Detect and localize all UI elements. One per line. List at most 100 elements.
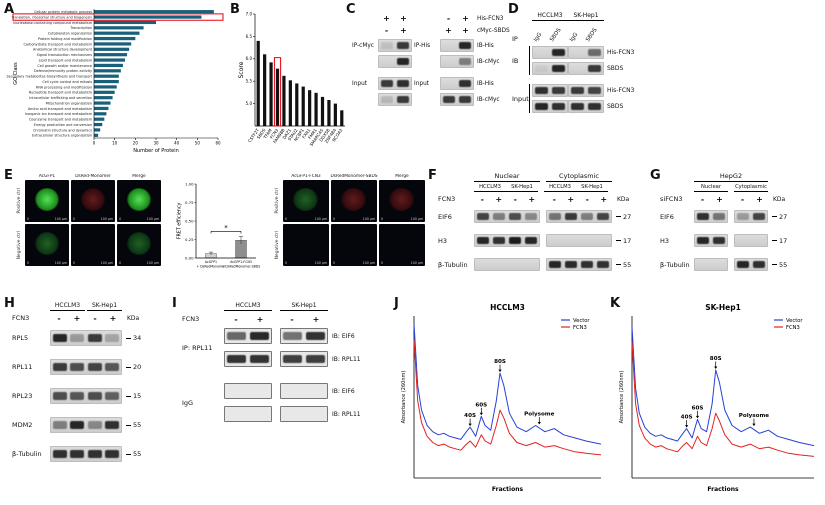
- svg-text:Coenzyme transport and metabol: Coenzyme transport and metabolism: [29, 118, 93, 122]
- input-label: Input: [352, 80, 368, 87]
- ib-label: IB: EIF6: [332, 387, 355, 395]
- svg-text:Secondary metabolites biosynth: Secondary metabolites biosynthesis and t…: [6, 75, 92, 79]
- blot-strip: [734, 210, 768, 223]
- svg-text:5.0: 5.0: [246, 101, 253, 106]
- blot-strip: [532, 62, 568, 75]
- micrograph-merge: 0 100 μm: [379, 224, 425, 266]
- ib-label: IB-His: [477, 42, 494, 49]
- panel-label-k: K: [610, 296, 621, 311]
- svg-text:60S: 60S: [475, 402, 487, 408]
- cell-fluorescence: [341, 187, 367, 211]
- blot-strip: [50, 388, 122, 404]
- blot-strip: [474, 234, 540, 247]
- svg-text:Cytoskeleton organization: Cytoskeleton organization: [48, 32, 92, 36]
- cell-fluorescence: [34, 187, 59, 211]
- panel-label-b: B: [230, 2, 240, 17]
- blot-strip: [224, 328, 272, 344]
- kda-header: KDa: [773, 195, 786, 203]
- kda-marker: 27: [616, 213, 631, 221]
- protein-label: EIF6: [660, 212, 674, 221]
- target-label: SBDS: [607, 103, 624, 110]
- input-label: Input: [414, 80, 430, 87]
- section-bracket: [529, 84, 530, 113]
- kda-marker: 27: [772, 213, 787, 221]
- cell-fluorescence: [80, 187, 105, 211]
- svg-text:Carbohydrate transport and met: Carbohydrate transport and metabolism: [23, 42, 92, 46]
- svg-text:80S: 80S: [494, 359, 506, 365]
- svg-text:Translation, ribosomal structu: Translation, ribosomal structure and bio…: [11, 15, 93, 19]
- panel-c-coip-blots: + + - + His-FCN3 - + + + cMyc-SBDS: [352, 14, 510, 109]
- micrograph-merge: 0 100 μm: [117, 180, 161, 222]
- svg-text:40: 40: [174, 141, 180, 146]
- section-label: IgG: [182, 398, 194, 407]
- svg-text:Mitochondrion organization: Mitochondrion organization: [46, 101, 92, 105]
- blot-strip: [694, 210, 728, 223]
- go-class-bar-chart: Cellular protein metabolic processTransl…: [6, 9, 224, 154]
- blot-strip: [50, 446, 122, 462]
- treatment-label: FCN3: [438, 195, 456, 203]
- svg-text:Lipid transport and metabolism: Lipid transport and metabolism: [39, 58, 93, 62]
- ip-label: IP-His: [414, 42, 431, 49]
- panel-i-coip-rpl11: HCCLM3 SK-Hep1 FCN3 - + - + IP: RPL11 IB…: [182, 302, 387, 422]
- igg-section: IgG IB: EIF6 IB: RPL11: [182, 383, 387, 422]
- treatment-label: FCN3: [182, 315, 200, 323]
- svg-text:0.25: 0.25: [185, 237, 194, 242]
- kda-marker: 55: [616, 261, 631, 269]
- panel-label-c: C: [346, 2, 356, 17]
- blot-strip: [224, 406, 272, 422]
- svg-text:Energy production and conversi: Energy production and conversion: [34, 123, 92, 127]
- cell-line-header: SK-Hep1: [506, 184, 538, 192]
- protein-label: RPL5: [12, 334, 29, 342]
- micrograph-dsred: 0 100 μm: [71, 180, 115, 222]
- protein-label: β-Tubulin: [12, 450, 42, 458]
- panel-label-e: E: [4, 168, 13, 183]
- blot-strip: [568, 62, 604, 75]
- target-label: His-FCN3: [607, 49, 635, 56]
- cell-line-header: HCCLM3: [544, 184, 576, 192]
- construct-label: cMyc-SBDS: [477, 27, 510, 34]
- svg-text:Chromatin structure and dynami: Chromatin structure and dynamics: [33, 128, 92, 132]
- svg-text:FMR1: FMR1: [307, 127, 318, 140]
- fraction-header-cytoplasmic: Cytoplasmic: [734, 184, 768, 192]
- cell-line-header: SK-Hep1: [576, 184, 608, 192]
- row-label: Positive ctrl: [274, 188, 280, 214]
- column-header: Merge: [395, 174, 409, 179]
- svg-text:*: *: [224, 224, 228, 232]
- protein-label: MDM2: [12, 421, 33, 429]
- protein-label: EIF6: [438, 212, 452, 221]
- svg-text:Amino acid transport and metab: Amino acid transport and metabolism: [28, 107, 93, 111]
- panel-label-h: H: [4, 296, 15, 311]
- kda-marker: 17: [772, 237, 787, 245]
- lane-signs: - +: [446, 14, 469, 23]
- blot-strip: [734, 258, 768, 271]
- section-label: Input: [512, 94, 529, 103]
- svg-text:0.50: 0.50: [185, 218, 194, 223]
- micrograph-merge: 0 100 μm: [117, 224, 161, 266]
- panel-f-fractionation-blots: Nuclear Cytoplasmic HCCLM3 SK-Hep1 HCCLM…: [438, 172, 654, 271]
- blot-strip: [50, 417, 122, 433]
- svg-text:50: 50: [195, 141, 201, 146]
- micrograph-dsred-sbds: 0 100 μm: [331, 180, 377, 222]
- column-header: DsRedMonomer-SBDS: [330, 174, 378, 179]
- kda-marker: 55: [772, 261, 787, 269]
- row-label: Negative ctrl: [274, 230, 280, 260]
- target-label: SBDS: [607, 65, 624, 72]
- panel-e-right-micrographs: AcGFP1-FCN3 DsRedMonomer-SBDS Merge Posi…: [272, 174, 426, 267]
- svg-text:Cell cycle control and mitosis: Cell cycle control and mitosis: [42, 80, 92, 84]
- blot-strip: [280, 328, 328, 344]
- cell-line-header: SK-Hep1: [280, 302, 328, 311]
- svg-text:20: 20: [133, 141, 139, 146]
- blot-strip: [50, 330, 122, 346]
- kda-marker: 55: [126, 421, 141, 429]
- cell-line-header: SK-Hep1: [87, 302, 122, 311]
- blot-strip: [694, 234, 728, 247]
- ip-label: IP-cMyc: [352, 42, 374, 49]
- blot-strip: [568, 100, 604, 113]
- svg-text:60S: 60S: [692, 405, 704, 411]
- svg-text:FCN3: FCN3: [573, 325, 587, 331]
- protein-label: H3: [660, 236, 670, 245]
- cell-line-header: HCCLM3: [474, 184, 506, 192]
